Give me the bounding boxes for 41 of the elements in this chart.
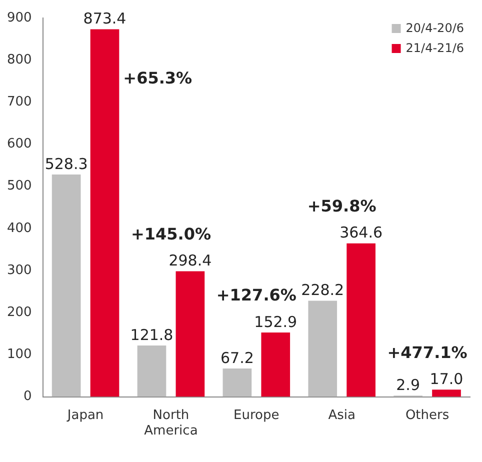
bar xyxy=(432,390,461,397)
legend-label: 21/4-21/6 xyxy=(406,41,464,56)
data-label: 528.3 xyxy=(44,154,88,173)
y-tick-label: 800 xyxy=(6,52,32,68)
annotation: +477.1% xyxy=(387,342,468,362)
annotation: +59.8% xyxy=(307,196,376,216)
y-tick-label: 300 xyxy=(6,262,32,278)
x-tick-label: Japan xyxy=(66,408,104,423)
bar xyxy=(308,300,338,397)
annotation: +127.6% xyxy=(216,286,296,305)
y-tick-label: 200 xyxy=(6,304,32,320)
data-label: 228.2 xyxy=(301,281,344,300)
y-tick-label: 700 xyxy=(6,94,32,110)
bar xyxy=(261,332,290,397)
y-tick-label: 0 xyxy=(24,389,32,404)
annotation: +65.3% xyxy=(123,68,192,88)
x-tick-label: Asia xyxy=(328,408,356,423)
bar xyxy=(52,174,81,397)
data-label: 121.8 xyxy=(130,326,174,344)
data-label: 152.9 xyxy=(254,312,298,331)
bar xyxy=(176,271,205,397)
data-label: 364.6 xyxy=(340,224,383,242)
bar xyxy=(222,368,252,397)
data-label: 298.4 xyxy=(168,252,212,270)
data-label: 17.0 xyxy=(430,370,464,388)
bar xyxy=(346,243,376,397)
y-tick-label: 600 xyxy=(6,136,32,152)
x-tick-label: Others xyxy=(405,408,450,423)
data-label: 67.2 xyxy=(220,348,254,367)
y-tick-label: 900 xyxy=(6,10,32,26)
x-tick-label: North America xyxy=(144,408,198,439)
x-tick-label: Europe xyxy=(234,408,280,423)
y-tick-label: 100 xyxy=(6,347,32,362)
data-label: 873.4 xyxy=(83,10,126,28)
legend-label: 20/4-20/6 xyxy=(406,21,464,36)
data-label: 2.9 xyxy=(396,376,420,394)
annotation: +145.0% xyxy=(130,224,211,244)
bar xyxy=(137,346,166,397)
y-tick-label: 500 xyxy=(6,178,32,194)
bar xyxy=(90,29,120,397)
y-tick-label: 400 xyxy=(6,220,32,236)
